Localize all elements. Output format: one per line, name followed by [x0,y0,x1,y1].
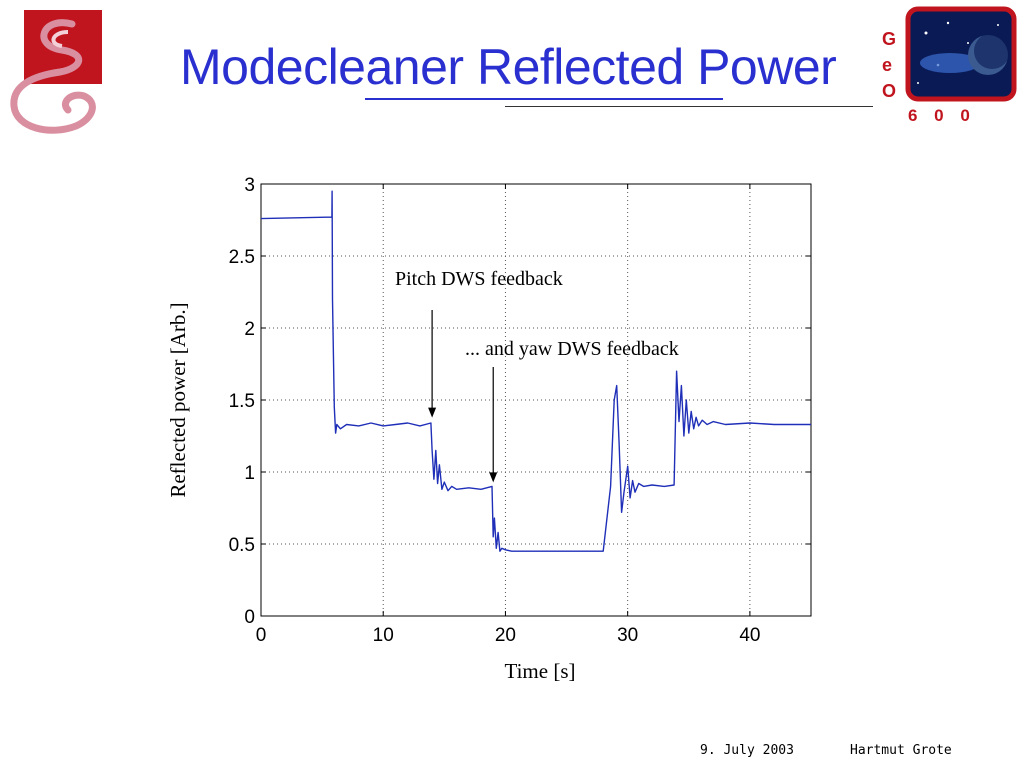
plot-frame [260,183,812,617]
logo-letter-g: G [882,29,896,49]
x-tick-label: 30 [617,625,638,646]
x-axis-label: Time [s] [505,659,576,683]
logo-swirl [10,19,96,134]
x-tick-label: 40 [739,625,760,646]
annotation-label: ... and yaw DWS feedback [465,338,679,360]
grid [261,184,811,616]
y-tick-label: 2.5 [229,247,255,268]
y-tick-label: 1.5 [229,391,255,412]
annotation-label: Pitch DWS feedback [395,268,563,290]
x-tick-label: 0 [256,625,267,646]
y-tick-label: 3 [244,175,255,196]
logo-letter-e: e [882,55,892,75]
annotations: Pitch DWS feedback ... and yaw DWS feedba… [395,268,679,483]
left-logo [10,10,102,134]
y-tick-label: 2 [244,319,255,340]
reflected-power-chart: 0 10 20 30 40 0 0.5 1 1.5 2 2.5 3 Pitch DWS feedbac… [166,175,812,683]
y-tick-label: 0.5 [229,535,255,556]
geo600-logo: G e O 6 0 0 [882,6,1017,125]
y-tick-label: 1 [244,463,255,484]
footer-date: 9. July 2003 [700,743,794,758]
logo-number: 6 0 0 [908,106,976,125]
y-tick-label: 0 [244,607,255,628]
arrowhead [489,472,498,483]
y-axis-label: Reflected power [Arb.] [166,302,190,497]
series-layer [260,190,811,552]
x-tick-label: 20 [495,625,516,646]
title-underline [365,98,723,100]
arrowhead [428,407,437,418]
slide-title: Modecleaner Reflected Power [180,39,837,95]
series-line [260,190,811,552]
x-tick-label: 10 [373,625,394,646]
axis-ticks: 0 10 20 30 40 0 0.5 1 1.5 2 2.5 3 [229,175,811,646]
logo-letter-o: O [882,81,896,101]
title-rule [505,106,873,107]
footer-author: Hartmut Grote [850,743,952,758]
